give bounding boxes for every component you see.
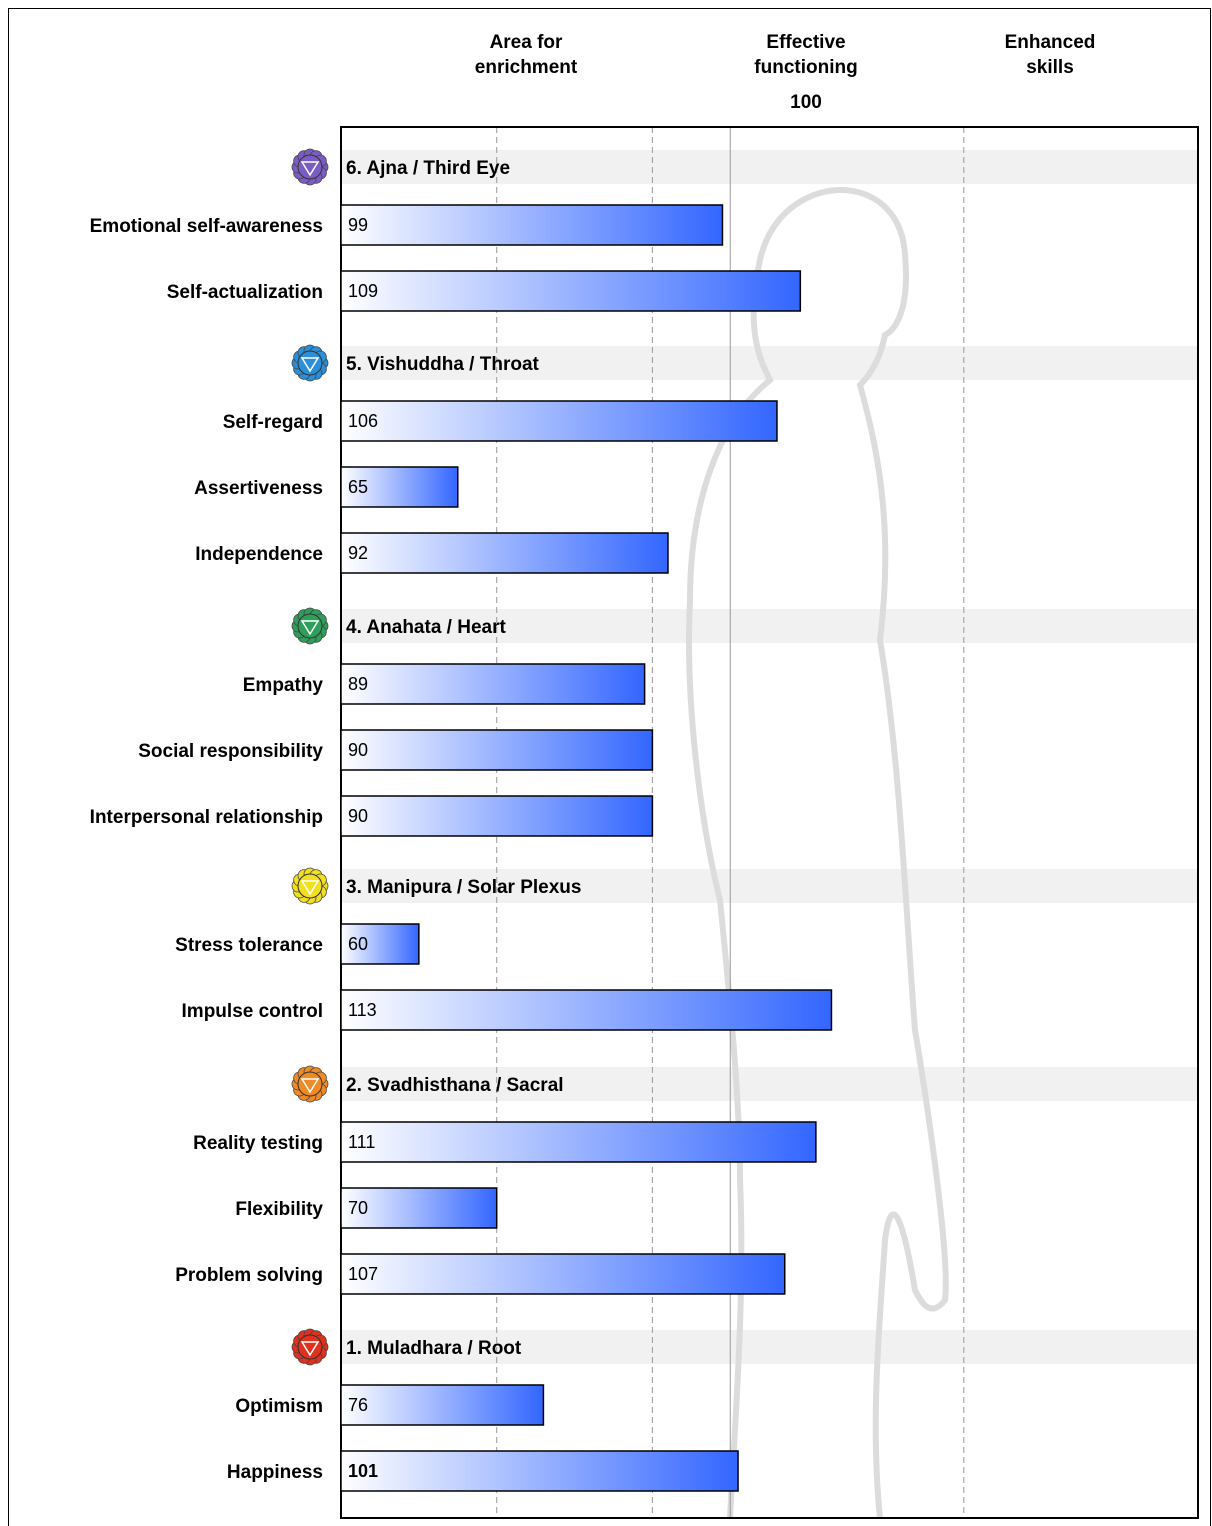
- bar: [340, 400, 778, 442]
- header-enhanced-skills: Enhanced skills: [1004, 32, 1096, 78]
- category-label: Independence: [195, 544, 323, 565]
- bar: [340, 1187, 498, 1229]
- category-label: Stress tolerance: [175, 935, 323, 956]
- section-band: [341, 869, 1198, 903]
- section-title: 6. Ajna / Third Eye: [346, 158, 510, 179]
- section-band: [341, 1330, 1198, 1364]
- data-label: 65: [348, 477, 368, 497]
- section-band: [341, 150, 1198, 184]
- data-label: 101: [348, 1461, 378, 1481]
- category-label: Empathy: [243, 675, 324, 696]
- data-label: 70: [348, 1198, 368, 1218]
- data-label: 109: [348, 281, 378, 301]
- section-band: [341, 609, 1198, 643]
- category-label: Problem solving: [175, 1265, 323, 1286]
- bar: [340, 1121, 817, 1163]
- bar: [340, 532, 669, 574]
- bar: [340, 795, 654, 837]
- category-label: Interpersonal relationship: [90, 807, 323, 828]
- category-label: Assertiveness: [194, 478, 323, 499]
- svadhisthana-chakra-icon: [291, 1065, 329, 1103]
- category-label: Impulse control: [182, 1001, 323, 1022]
- bar: [340, 466, 459, 508]
- category-label: Optimism: [235, 1396, 323, 1417]
- body-silhouette: [686, 187, 949, 1519]
- section-band: [341, 1067, 1198, 1101]
- section-title: 2. Svadhisthana / Sacral: [346, 1075, 564, 1096]
- data-label: 90: [348, 806, 368, 826]
- bar: [340, 729, 654, 771]
- header-effective-functioning: Effective functioning: [754, 32, 858, 78]
- data-label: 99: [348, 215, 368, 235]
- category-label: Self-actualization: [167, 282, 323, 303]
- data-label: 106: [348, 411, 378, 431]
- section-title: 4. Anahata / Heart: [346, 617, 506, 638]
- category-label: Reality testing: [193, 1133, 323, 1154]
- data-label: 107: [348, 1264, 378, 1284]
- chart-frame: [8, 8, 1211, 1526]
- data-label: 76: [348, 1395, 368, 1415]
- reference-value-label: 100: [790, 92, 822, 113]
- data-label: 90: [348, 740, 368, 760]
- data-label: 60: [348, 934, 368, 954]
- manipura-chakra-icon: [291, 867, 329, 905]
- category-label: Self-regard: [223, 412, 323, 433]
- section-title: 3. Manipura / Solar Plexus: [346, 877, 581, 898]
- data-label: 92: [348, 543, 368, 563]
- anahata-chakra-icon: [291, 607, 329, 645]
- muladhara-chakra-icon: [291, 1328, 329, 1366]
- bar: [340, 1253, 786, 1295]
- bar: [340, 989, 833, 1031]
- data-label: 111: [348, 1132, 375, 1152]
- bar: [340, 923, 420, 965]
- bar: [340, 1450, 739, 1492]
- data-label: 89: [348, 674, 368, 694]
- vishuddha-chakra-icon: [291, 344, 329, 382]
- category-label: Social responsibility: [138, 741, 323, 762]
- section-title: 1. Muladhara / Root: [346, 1338, 522, 1359]
- bar: [340, 1384, 545, 1426]
- bar: [340, 663, 646, 705]
- category-label: Flexibility: [235, 1199, 323, 1220]
- bar: [340, 270, 802, 312]
- data-label: 113: [348, 1000, 377, 1020]
- section-title: 5. Vishuddha / Throat: [346, 354, 540, 375]
- category-label: Happiness: [227, 1462, 323, 1483]
- bar: [340, 204, 724, 246]
- header-area-for-enrichment: Area for enrichment: [474, 32, 578, 78]
- ajna-chakra-icon: [291, 148, 329, 186]
- silhouette-outline: [686, 187, 949, 1519]
- category-label: Emotional self-awareness: [90, 216, 323, 237]
